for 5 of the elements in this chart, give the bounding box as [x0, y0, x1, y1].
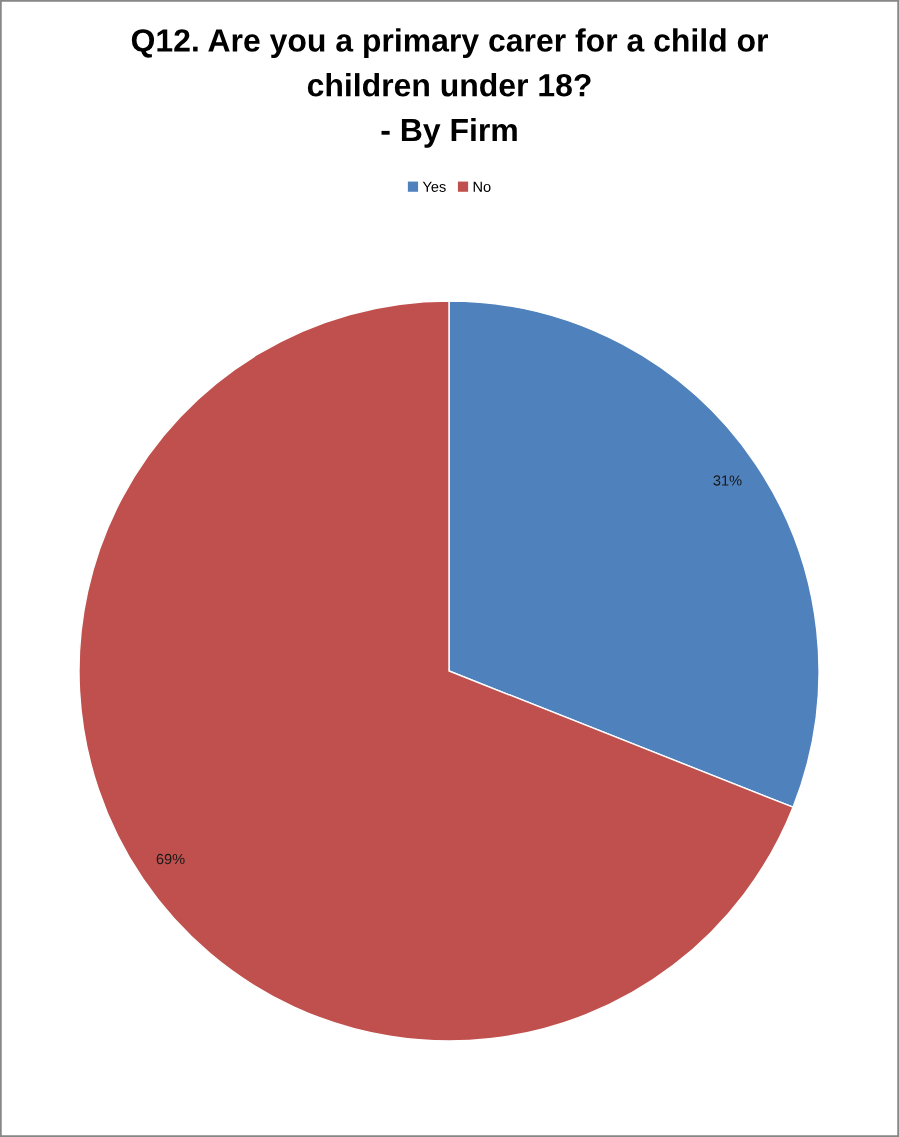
legend-label: No: [473, 181, 491, 192]
data-label: 31%: [713, 475, 742, 486]
data-label: 69%: [156, 853, 185, 865]
chart-title: Q12. Are you a primary carer for a child or children under 18? - By Firm: [131, 28, 768, 148]
legend-label: Yes: [422, 181, 446, 192]
